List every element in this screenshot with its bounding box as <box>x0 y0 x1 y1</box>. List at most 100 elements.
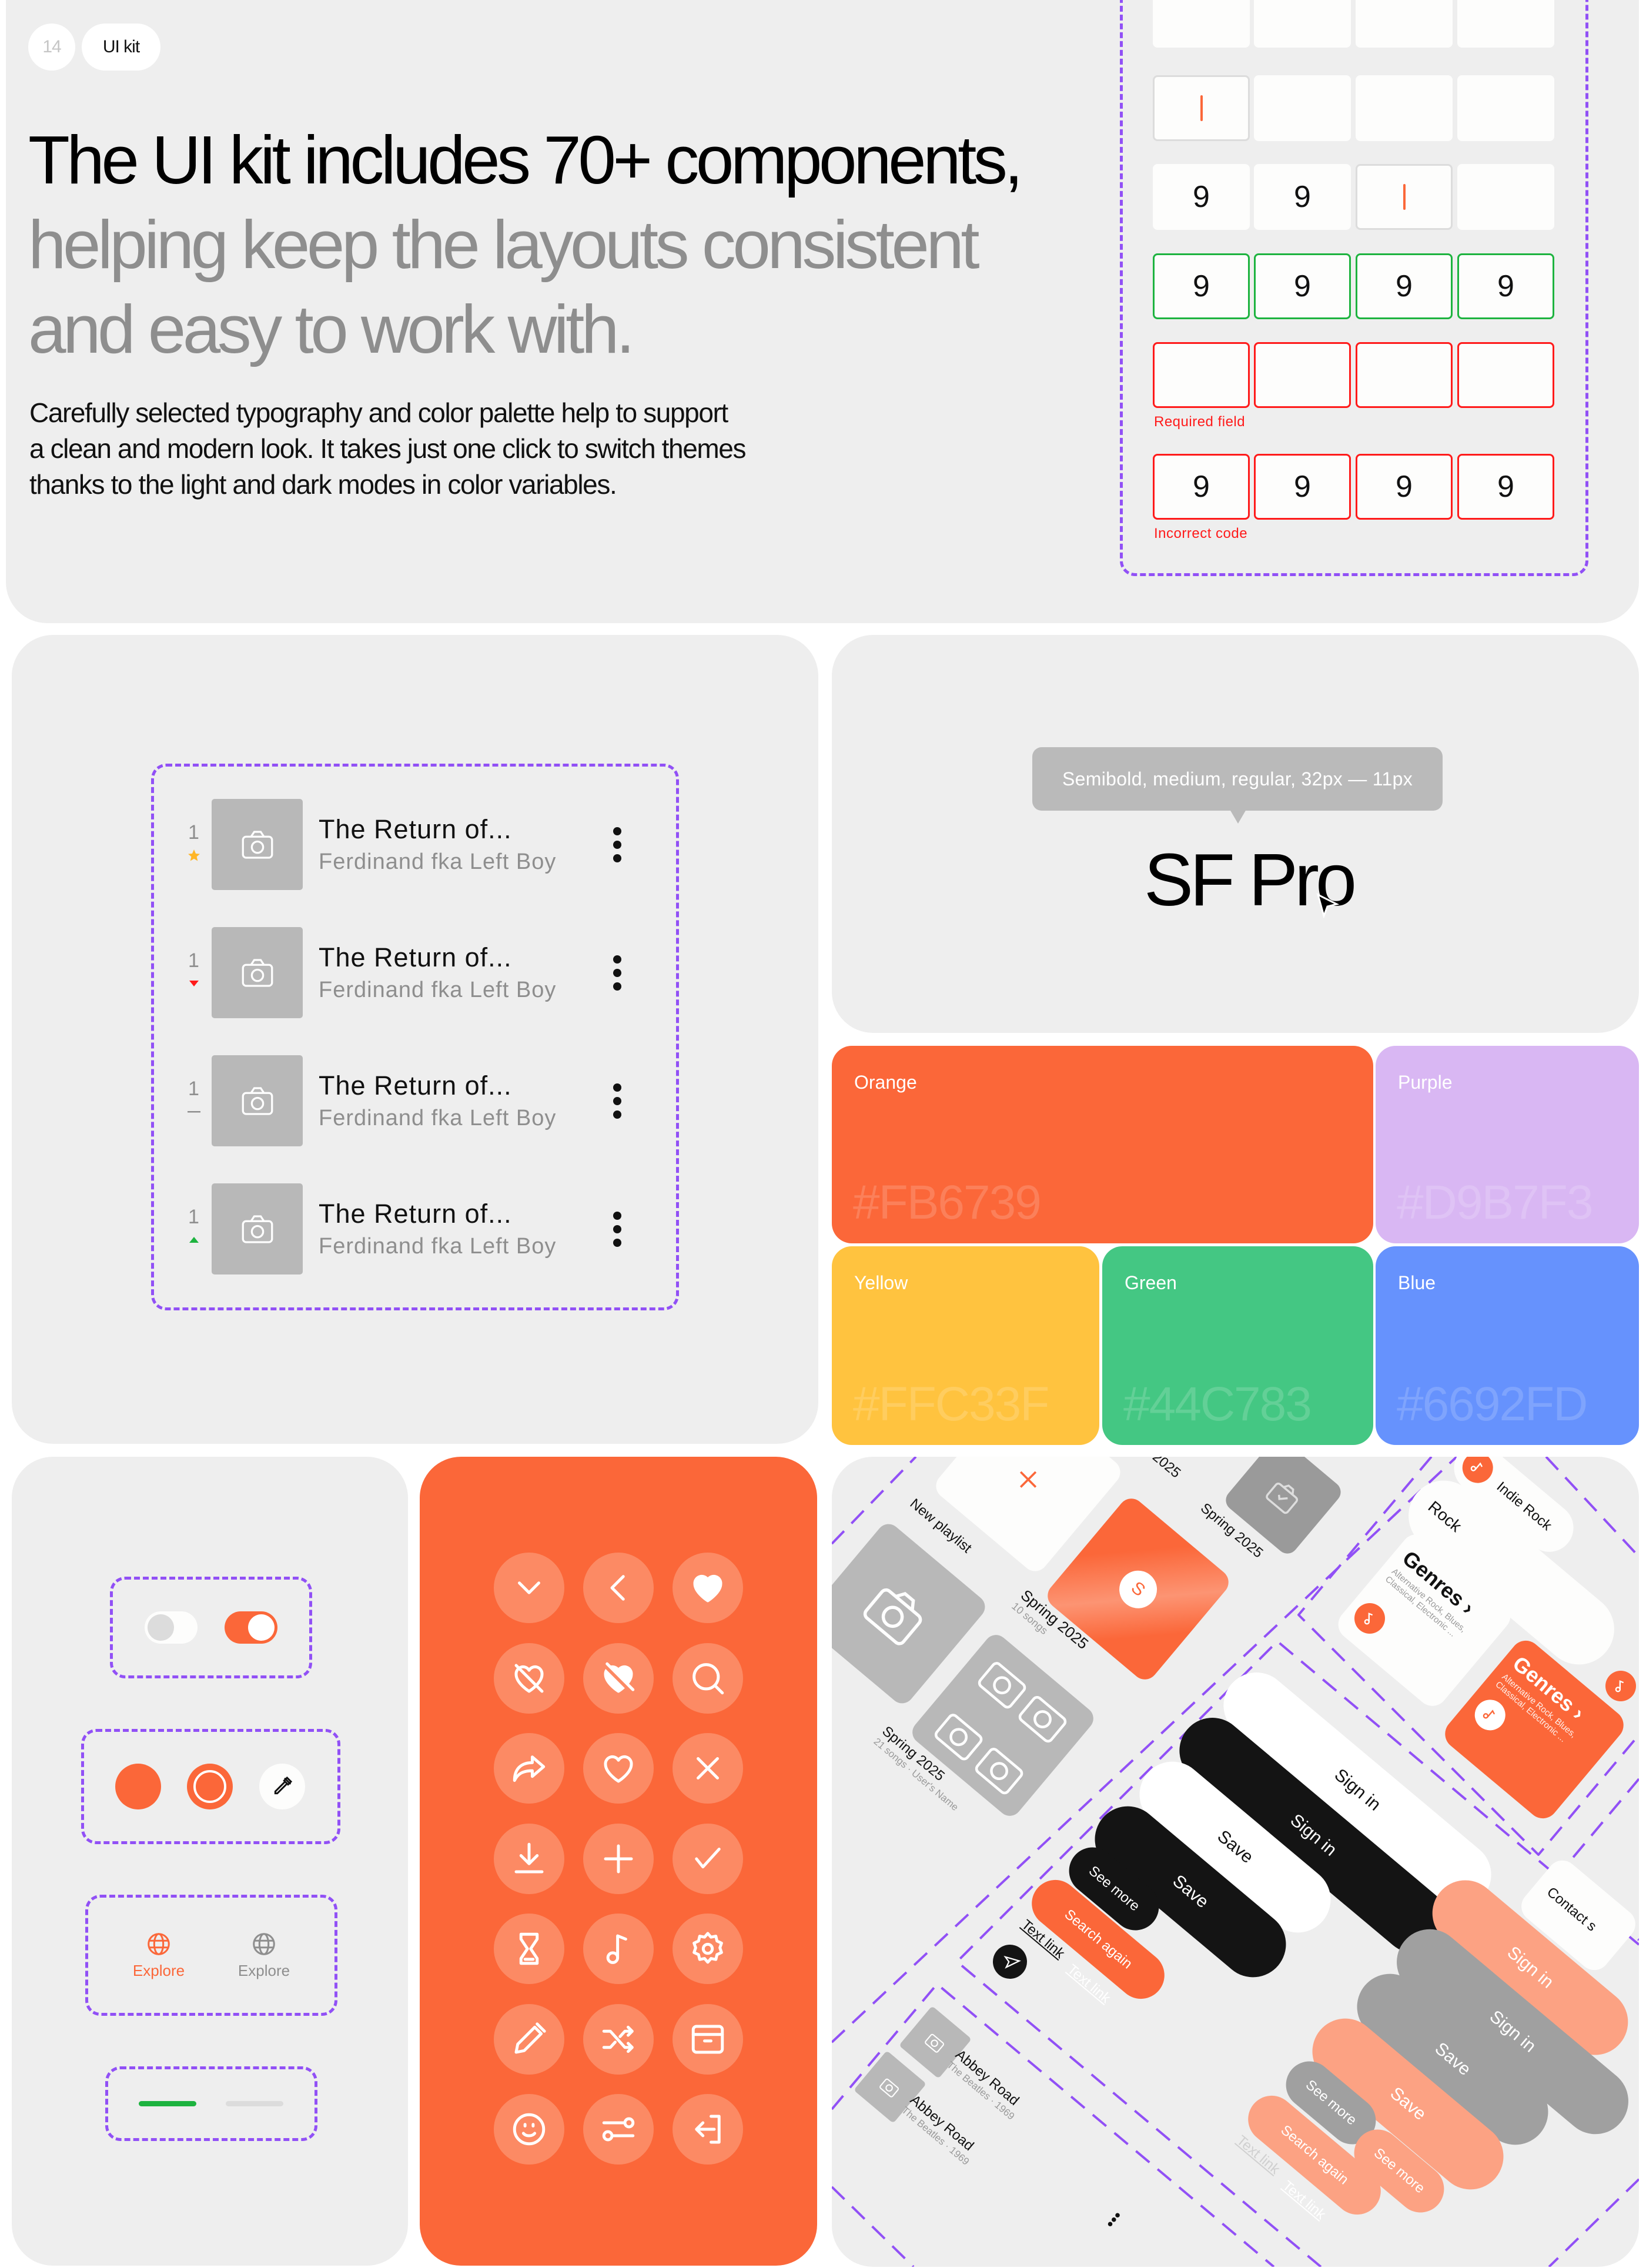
otp-digit-input[interactable]: 9 <box>1254 164 1351 230</box>
track-title: The Return of... <box>319 814 512 844</box>
color-option-selected[interactable] <box>115 1764 161 1809</box>
playlist-cover-selected[interactable] <box>1222 1457 1345 1558</box>
tab-explore-active[interactable]: Explore <box>123 1931 194 1980</box>
track-list-item[interactable]: 1 The Return of... Ferdinand fka Left Bo… <box>176 799 647 890</box>
otp-component-frame <box>1120 0 1588 576</box>
otp-digit-input[interactable]: 9 <box>1457 253 1554 319</box>
more-options-button[interactable] <box>611 955 623 991</box>
swatch-name: Green <box>1125 1272 1177 1293</box>
tab-explore-inactive[interactable]: Explore <box>229 1931 299 1980</box>
heart-off-button[interactable] <box>494 1643 564 1714</box>
close-button[interactable] <box>673 1733 743 1804</box>
more-options-button[interactable] <box>611 1212 623 1247</box>
download-button[interactable] <box>494 1823 564 1894</box>
page-indicator-inactive[interactable] <box>226 2101 283 2106</box>
check-button[interactable] <box>673 1823 743 1894</box>
otp-digit-input[interactable]: 9 <box>1254 253 1351 319</box>
color-picker-frame <box>81 1729 340 1844</box>
track-artist: Ferdinand fka Left Boy <box>319 978 557 1002</box>
otp-digit-input[interactable] <box>1153 0 1250 48</box>
swatch-name: Orange <box>854 1072 917 1093</box>
shuffle-icon <box>602 2025 634 2053</box>
playlist-cover-gray[interactable] <box>832 1519 990 1708</box>
music-note-icon <box>1605 1671 1636 1701</box>
smile-button[interactable] <box>494 2094 564 2165</box>
otp-digit-input[interactable]: 9 <box>1254 454 1351 520</box>
otp-digit-input[interactable] <box>1153 342 1250 408</box>
send-icon <box>1003 1955 1021 1969</box>
font-tooltip: Semibold, medium, regular, 32px — 11px <box>1032 747 1443 824</box>
shuffle-button[interactable] <box>583 2003 654 2075</box>
otp-error-message: Required field <box>1154 414 1246 430</box>
otp-digit-input[interactable] <box>1254 75 1351 141</box>
page-indicator-active[interactable] <box>139 2101 196 2106</box>
otp-digit-input[interactable] <box>1356 75 1453 141</box>
otp-digit-input[interactable]: 9 <box>1153 164 1250 230</box>
color-option-ring[interactable] <box>187 1764 233 1809</box>
otp-digit-input[interactable]: 9 <box>1356 253 1453 319</box>
settings-button[interactable] <box>673 1914 743 1984</box>
chip-indie-rock[interactable]: Indie Rock <box>1444 1457 1584 1562</box>
camera-icon <box>242 830 273 859</box>
track-list-item[interactable]: 1 The Return of... Ferdinand fka Left Bo… <box>176 1055 647 1146</box>
heart-button[interactable] <box>583 1733 654 1804</box>
toggle-knob <box>248 1614 275 1641</box>
pencil-button[interactable] <box>494 2003 564 2075</box>
genres-card-active[interactable]: Genres › Alternative Rock, Blues, Classi… <box>1438 1634 1630 1825</box>
swatch-name: Blue <box>1398 1272 1436 1293</box>
otp-digit-input[interactable] <box>1254 0 1351 48</box>
otp-digit-input[interactable] <box>1457 342 1554 408</box>
hourglass-button[interactable] <box>494 1914 564 1984</box>
more-options-button[interactable] <box>611 1083 623 1119</box>
swatch-orange: Orange #FB6739 <box>832 1046 1373 1243</box>
otp-digit-input[interactable] <box>1356 164 1453 230</box>
otp-digit-input[interactable] <box>1356 342 1453 408</box>
track-list-item[interactable]: 1 The Return of... Ferdinand fka Left Bo… <box>176 1183 647 1275</box>
otp-digit-input[interactable]: 9 <box>1457 454 1554 520</box>
chevron-down-button[interactable] <box>494 1553 564 1623</box>
archive-button[interactable] <box>673 2003 743 2075</box>
swatch-purple: Purple #D9B7F3 <box>1376 1046 1639 1243</box>
toggle-on[interactable] <box>225 1611 277 1644</box>
log-in-button[interactable] <box>673 2094 743 2165</box>
sliders-button[interactable] <box>583 2094 654 2165</box>
search-button[interactable] <box>673 1643 743 1714</box>
otp-digit-input[interactable] <box>1457 164 1554 230</box>
plus-button[interactable] <box>583 1823 654 1894</box>
playlist-cover-mosaic[interactable] <box>907 1630 1099 1821</box>
camera-icon <box>242 1215 273 1243</box>
ring-indicator <box>193 1770 226 1803</box>
star-icon <box>188 849 200 861</box>
toggle-off[interactable] <box>145 1611 198 1644</box>
share-button[interactable] <box>494 1733 564 1804</box>
otp-digit-input[interactable]: 9 <box>1153 454 1250 520</box>
heart-filled-icon <box>693 1574 722 1603</box>
otp-digit-input[interactable]: 9 <box>1153 253 1250 319</box>
send-button[interactable] <box>986 1938 1034 1986</box>
eyedropper-button[interactable] <box>259 1764 305 1809</box>
otp-digit-input[interactable]: 9 <box>1356 454 1453 520</box>
music-note-button[interactable] <box>583 1914 654 1984</box>
heart-icon <box>604 1755 633 1783</box>
otp-digit-input[interactable] <box>1457 75 1554 141</box>
search-icon <box>692 1662 724 1694</box>
chevron-left-icon <box>610 1575 625 1601</box>
camera-icon <box>242 958 273 987</box>
otp-digit-input[interactable] <box>1254 342 1351 408</box>
track-list-item[interactable]: 1 The Return of... Ferdinand fka Left Bo… <box>176 927 647 1018</box>
heart-off-filled-button[interactable] <box>583 1643 654 1714</box>
chevron-left-button[interactable] <box>583 1553 654 1623</box>
top-right-frame <box>1545 1457 1639 1558</box>
otp-digit-input[interactable] <box>1153 75 1250 141</box>
otp-digit-input[interactable] <box>1356 0 1453 48</box>
playlist-frame-edge <box>832 1457 917 1545</box>
swatch-green: Green #44C783 <box>1102 1246 1373 1445</box>
track-title: The Return of... <box>319 942 512 972</box>
more-options-button[interactable] <box>611 827 623 862</box>
otp-digit-input[interactable] <box>1457 0 1554 48</box>
tooltip-tail <box>1230 809 1246 824</box>
music-note-icon <box>1456 1457 1500 1490</box>
new-playlist-card[interactable] <box>931 1457 1126 1577</box>
track-list-frame <box>151 764 679 1310</box>
heart-filled-button[interactable] <box>673 1553 743 1623</box>
